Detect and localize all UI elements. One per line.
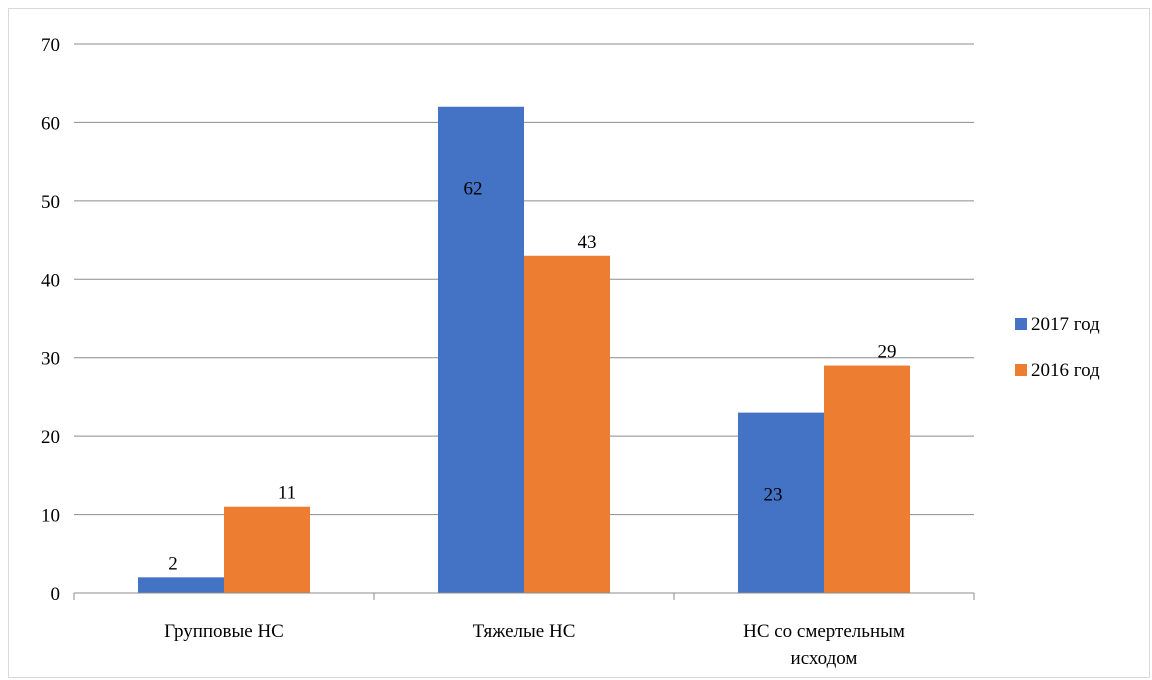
data-label-1-1: 2: [168, 553, 178, 574]
legend: 2017 год 2016 год: [1015, 314, 1100, 381]
legend-swatch-1: [1015, 318, 1027, 330]
bar-2-1: [224, 506, 310, 593]
bar-1-3: [738, 412, 824, 593]
data-label-2-3: 29: [878, 342, 897, 363]
y-tick-label-30: 30: [41, 349, 60, 370]
data-label-1-3: 23: [764, 485, 783, 506]
y-tick-label-60: 60: [41, 113, 60, 134]
legend-label-1: 2017 год: [1031, 314, 1100, 335]
bars: [138, 106, 910, 593]
y-tick-label-40: 40: [41, 270, 60, 291]
x-axis-labels: Групповые НС Тяжелые НС НС со смертельным и…: [164, 621, 905, 669]
x-tick-label-3: НС со смертельным исходом: [743, 621, 905, 669]
y-tick-label-0: 0: [51, 584, 61, 605]
data-labels: 2 62 23 11 43 29: [168, 179, 896, 575]
y-tick-label-70: 70: [41, 35, 60, 56]
bar-2-2: [524, 255, 610, 593]
bar-1-2: [438, 106, 524, 593]
legend-swatch-2: [1015, 364, 1027, 376]
x-axis: [73, 592, 975, 600]
bar-1-1: [138, 577, 224, 593]
data-label-2-1: 11: [278, 483, 296, 504]
x-tick-label-2: Тяжелые НС: [473, 621, 576, 642]
y-tick-label-50: 50: [41, 192, 60, 213]
y-tick-label-10: 10: [41, 506, 60, 527]
y-tick-label-20: 20: [41, 427, 60, 448]
bar-2-3: [824, 365, 910, 593]
data-label-1-2: 62: [464, 179, 483, 200]
legend-label-2: 2016 год: [1031, 360, 1100, 381]
x-tick-label-1: Групповые НС: [164, 621, 284, 642]
y-axis-ticks: 0 10 20 30 40 50 60 70: [41, 35, 60, 605]
data-label-2-2: 43: [578, 232, 597, 253]
